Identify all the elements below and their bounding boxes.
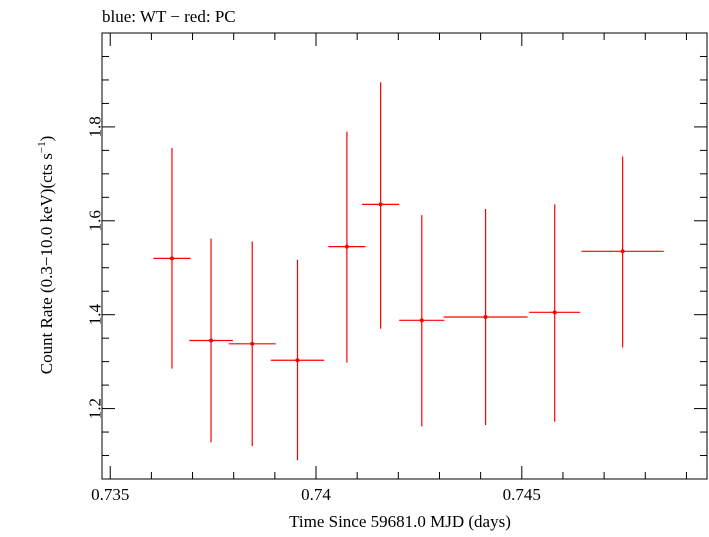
data-point — [189, 238, 233, 443]
y-tick-labels: 1.2 1.4 1.6 1.8 — [86, 116, 105, 419]
data-marker — [250, 341, 255, 346]
y-tick-label: 1.6 — [86, 210, 105, 231]
y-axis-label-main: Count Rate (0.3−10.0 keV)(cts s — [37, 153, 56, 374]
data-marker — [169, 256, 174, 261]
y-tick-label: 1.4 — [86, 304, 105, 326]
data-marker — [295, 358, 300, 363]
data-point — [529, 204, 581, 422]
data-marker — [483, 315, 488, 320]
data-marker — [209, 338, 214, 343]
plot-frame — [101, 32, 708, 480]
data-marker — [419, 318, 424, 323]
x-tick-labels: 0.735 0.74 0.745 — [91, 485, 541, 504]
chart-title: blue: WT − red: PC — [102, 7, 236, 26]
data-points-layer — [153, 82, 664, 461]
x-tick-label: 0.74 — [301, 485, 331, 504]
data-marker — [552, 310, 557, 315]
y-axis-ticks — [102, 32, 707, 480]
data-marker — [620, 249, 625, 254]
x-axis-label: Time Since 59681.0 MJD (days) — [289, 512, 511, 531]
y-axis-label-superscript: −1 — [36, 141, 48, 153]
data-point — [362, 82, 400, 329]
data-point — [228, 241, 276, 447]
y-axis-label: Count Rate (0.3−10.0 keV)(cts s−1) — [36, 136, 56, 375]
x-tick-label: 0.745 — [503, 485, 541, 504]
x-axis-ticks — [109, 33, 687, 479]
data-point — [328, 131, 366, 363]
data-marker — [344, 244, 349, 249]
y-axis-label-close: ) — [37, 136, 56, 142]
data-point — [399, 215, 445, 427]
y-tick-label: 1.2 — [86, 398, 105, 419]
data-point — [443, 209, 528, 426]
data-point — [153, 148, 191, 369]
y-tick-label: 1.8 — [86, 116, 105, 137]
data-marker — [378, 202, 383, 207]
data-point — [270, 259, 325, 461]
x-tick-label: 0.735 — [91, 485, 129, 504]
data-point — [581, 156, 664, 348]
